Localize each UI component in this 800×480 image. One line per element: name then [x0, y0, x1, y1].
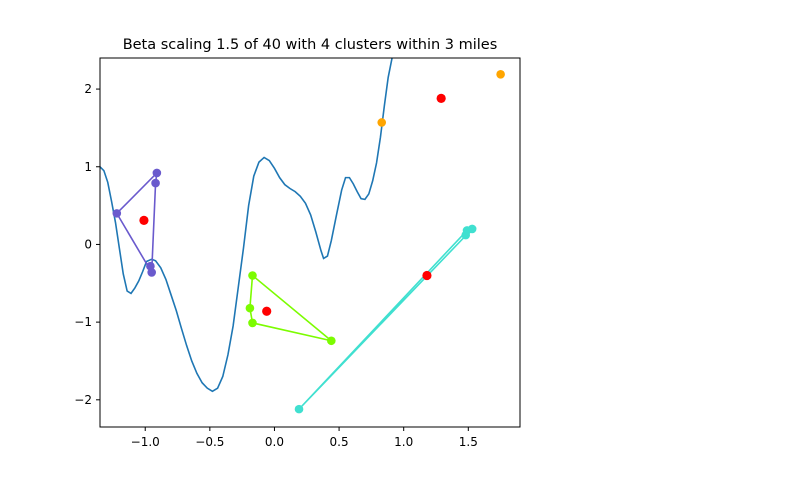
cluster-3-point-4 — [467, 224, 477, 234]
cluster-1-hull — [116, 170, 158, 276]
x-tick-label-5: 1.0 — [394, 435, 413, 449]
cluster-2 — [245, 271, 336, 346]
y-tick-label-1: −2 — [74, 393, 92, 407]
curve-line — [100, 58, 393, 393]
x-tick-label-4: 0.5 — [330, 435, 349, 449]
x-tick-label-6: 1.5 — [459, 435, 478, 449]
cluster-2-point-3 — [248, 318, 257, 328]
cluster-4-point-1 — [377, 118, 387, 127]
y-tick-label-4: 1 — [84, 160, 92, 174]
x-tick-label-2: −0.5 — [195, 435, 224, 449]
cluster-3 — [294, 224, 477, 414]
cluster-4-point-2 — [496, 70, 505, 79]
y-tick-label-5: 2 — [84, 82, 92, 96]
cluster-layer — [112, 70, 505, 414]
cluster-2-point-2 — [245, 303, 255, 313]
cluster-1 — [112, 168, 162, 277]
cluster-1-point-5 — [147, 268, 156, 277]
cluster-1-point-3 — [151, 178, 160, 188]
cluster-3-hull — [298, 227, 475, 410]
cluster-3-centroid — [422, 270, 432, 281]
cluster-4-centroid — [436, 93, 446, 103]
cluster-1-point-1 — [112, 209, 122, 218]
x-tick-label-1: −1.0 — [131, 435, 160, 449]
cluster-2-point-1 — [248, 271, 257, 280]
y-tick-label-3: 0 — [84, 237, 92, 251]
cluster-1-point-2 — [152, 168, 162, 178]
cluster-4 — [377, 70, 505, 127]
x-tick-label-3: 0.0 — [265, 435, 284, 449]
cluster-2-point-4 — [327, 336, 336, 346]
cluster-2-hull — [249, 274, 332, 342]
cluster-1-centroid — [139, 215, 149, 225]
plot-frame — [99, 57, 521, 428]
curve-layer — [100, 58, 393, 393]
cluster-3-point-1 — [294, 404, 304, 414]
chart-title: Beta scaling 1.5 of 40 with 4 clusters w… — [123, 37, 498, 53]
y-tick-label-2: −1 — [74, 315, 92, 329]
axes-layer: −1.0 −0.5 0.0 0.5 1.0 1.5 −2 −1 0 1 2 — [74, 57, 521, 449]
cluster-2-centroid — [262, 306, 272, 316]
